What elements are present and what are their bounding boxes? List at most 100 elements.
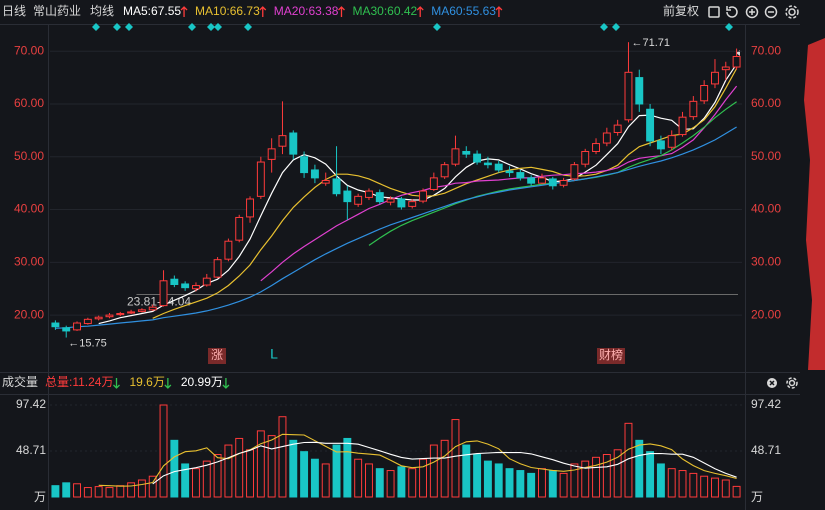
y-tick-label: 30.00 xyxy=(751,254,781,268)
y-tick-label: 60.00 xyxy=(14,96,44,110)
candle-body xyxy=(354,195,363,205)
event-marker[interactable] xyxy=(214,23,222,31)
candle-body xyxy=(365,190,373,198)
volume-bar xyxy=(505,468,514,498)
volume-bar xyxy=(397,466,406,498)
volume-bar xyxy=(116,485,125,498)
volume-bar xyxy=(256,430,265,498)
candle-body xyxy=(300,156,309,174)
unit-label: 万 xyxy=(751,490,763,504)
volume-bar xyxy=(419,458,427,498)
settings-icon[interactable] xyxy=(785,5,799,19)
volume-bar xyxy=(62,482,71,498)
candle-body xyxy=(213,259,222,278)
y-tick-label: 48.71 xyxy=(751,443,781,457)
event-report[interactable]: 财榜 xyxy=(599,347,623,362)
candle-body xyxy=(451,148,460,165)
y-tick-label: 20.00 xyxy=(751,307,781,321)
volume-bar xyxy=(267,435,276,498)
ma-line xyxy=(260,85,738,282)
volume-bar xyxy=(332,444,341,498)
toolbar[interactable] xyxy=(708,5,799,389)
y-tick-label: 70.00 xyxy=(751,43,781,57)
zoom-in-icon[interactable] xyxy=(745,5,759,19)
event-marker[interactable] xyxy=(433,23,441,31)
event-markers xyxy=(92,23,733,31)
candle-body xyxy=(473,153,482,163)
candle-body xyxy=(127,311,136,314)
event-marker[interactable] xyxy=(600,23,608,31)
volume-bar xyxy=(289,439,298,498)
volume-bar xyxy=(700,475,709,498)
event-marker[interactable] xyxy=(207,23,215,31)
ma-line xyxy=(152,68,738,319)
candle-body xyxy=(570,164,579,180)
ma-title[interactable]: 均线 xyxy=(90,4,114,18)
adjust[interactable]: 前复权 xyxy=(663,3,699,18)
settings-icon[interactable] xyxy=(788,8,796,16)
legend-name: 总量: xyxy=(45,375,72,389)
y-tick-label: 40.00 xyxy=(751,202,781,216)
event-marker[interactable] xyxy=(612,23,620,31)
volume-bar xyxy=(73,483,81,498)
volume-bar xyxy=(711,477,719,498)
volume-ma-line xyxy=(98,433,737,487)
volume-bar xyxy=(721,479,730,498)
close-icon[interactable] xyxy=(769,380,775,386)
event-marker[interactable] xyxy=(125,23,133,31)
candle-body xyxy=(148,306,157,311)
event-marker[interactable] xyxy=(244,23,252,31)
candle-body xyxy=(548,178,557,187)
volume-bar xyxy=(148,475,157,498)
y-tick-label: 30.00 xyxy=(14,254,44,268)
volume-ma-line xyxy=(152,441,737,485)
candle-body xyxy=(711,71,719,85)
zoom-out-icon[interactable] xyxy=(764,5,778,19)
zoom-in-icon[interactable] xyxy=(749,9,755,15)
candle-body xyxy=(483,162,492,166)
y-tick-label: 97.42 xyxy=(16,397,46,411)
volume-bar xyxy=(321,463,330,498)
volume-bar xyxy=(170,439,179,498)
event-badge[interactable] xyxy=(597,348,625,364)
volume-bar xyxy=(635,439,644,498)
trend-arrow xyxy=(222,378,230,389)
lock-icon[interactable] xyxy=(708,6,720,18)
event-marker[interactable] xyxy=(188,23,196,31)
settings-icon[interactable] xyxy=(786,377,798,389)
event-l[interactable]: L xyxy=(270,346,278,362)
period[interactable]: 日线 xyxy=(2,4,26,18)
ma-legend-name: MA60: xyxy=(431,4,466,18)
volume-bar xyxy=(94,486,103,498)
volume-bar xyxy=(570,463,579,498)
event-marker[interactable] xyxy=(725,23,733,31)
range-label: 23.81-24.04 xyxy=(127,295,191,309)
event-marker[interactable] xyxy=(113,23,121,31)
ma-legend-value: 60.42 xyxy=(387,4,417,18)
ma-legend-name: MA20: xyxy=(274,4,309,18)
candle-body xyxy=(310,169,319,179)
candle-body xyxy=(105,314,114,318)
event-badge[interactable] xyxy=(208,348,226,364)
volume-bar xyxy=(127,482,136,498)
y-tick-label: 97.42 xyxy=(751,397,781,411)
candle-body xyxy=(202,277,211,286)
undo-icon[interactable] xyxy=(726,6,738,18)
candle-body xyxy=(559,180,568,186)
ma-legend-name: MA10: xyxy=(195,4,230,18)
stock-name[interactable]: 常山药业 xyxy=(33,4,81,18)
event-up[interactable]: 涨 xyxy=(211,347,223,362)
candle-body xyxy=(116,313,125,316)
volume-bar xyxy=(310,458,319,498)
event-marker[interactable] xyxy=(92,23,100,31)
candle-body xyxy=(235,216,244,241)
unit-label: 万 xyxy=(34,490,46,504)
candle-body xyxy=(538,177,546,184)
max-label: ←71.71 xyxy=(631,37,670,49)
volume-bar xyxy=(246,449,254,498)
settings-icon[interactable] xyxy=(788,379,796,387)
volume-bar xyxy=(354,458,363,498)
candle-body xyxy=(289,132,298,155)
trend-arrow xyxy=(416,6,424,17)
